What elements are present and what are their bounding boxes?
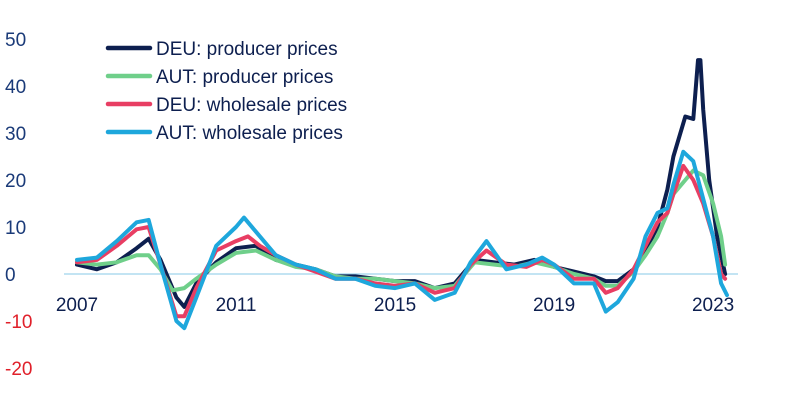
x-tick-label: 2019 bbox=[533, 295, 575, 316]
x-tick-label: 2023 bbox=[692, 295, 734, 316]
y-tick-label: 30 bbox=[5, 124, 26, 145]
series-line-deu-wholesale-prices bbox=[75, 163, 728, 319]
y-axis-ticks: 50 40 30 20 10 0 -10 -20 bbox=[5, 30, 32, 380]
y-tick-label: 10 bbox=[5, 218, 26, 239]
y-tick-label: -20 bbox=[5, 359, 32, 380]
y-tick-label: 40 bbox=[5, 77, 26, 98]
y-tick-label: 50 bbox=[5, 30, 26, 51]
x-tick-label: 2007 bbox=[56, 295, 98, 316]
y-tick-label: 0 bbox=[5, 265, 16, 286]
y-tick-label: 20 bbox=[5, 171, 26, 192]
legend-label: DEU: wholesale prices bbox=[156, 95, 347, 116]
legend-label: AUT: wholesale prices bbox=[156, 123, 343, 144]
legend: DEU: producer prices AUT: producer prices… bbox=[105, 39, 347, 144]
legend-label: AUT: producer prices bbox=[156, 67, 333, 88]
y-tick-label: -10 bbox=[5, 312, 32, 333]
series-lines bbox=[75, 58, 729, 331]
legend-label: DEU: producer prices bbox=[156, 39, 338, 60]
series-line-aut-wholesale-prices bbox=[75, 149, 729, 331]
x-tick-label: 2011 bbox=[216, 295, 257, 316]
x-tick-label: 2015 bbox=[374, 295, 416, 316]
x-axis-ticks: 2007 2011 2015 2019 2023 bbox=[56, 295, 734, 316]
